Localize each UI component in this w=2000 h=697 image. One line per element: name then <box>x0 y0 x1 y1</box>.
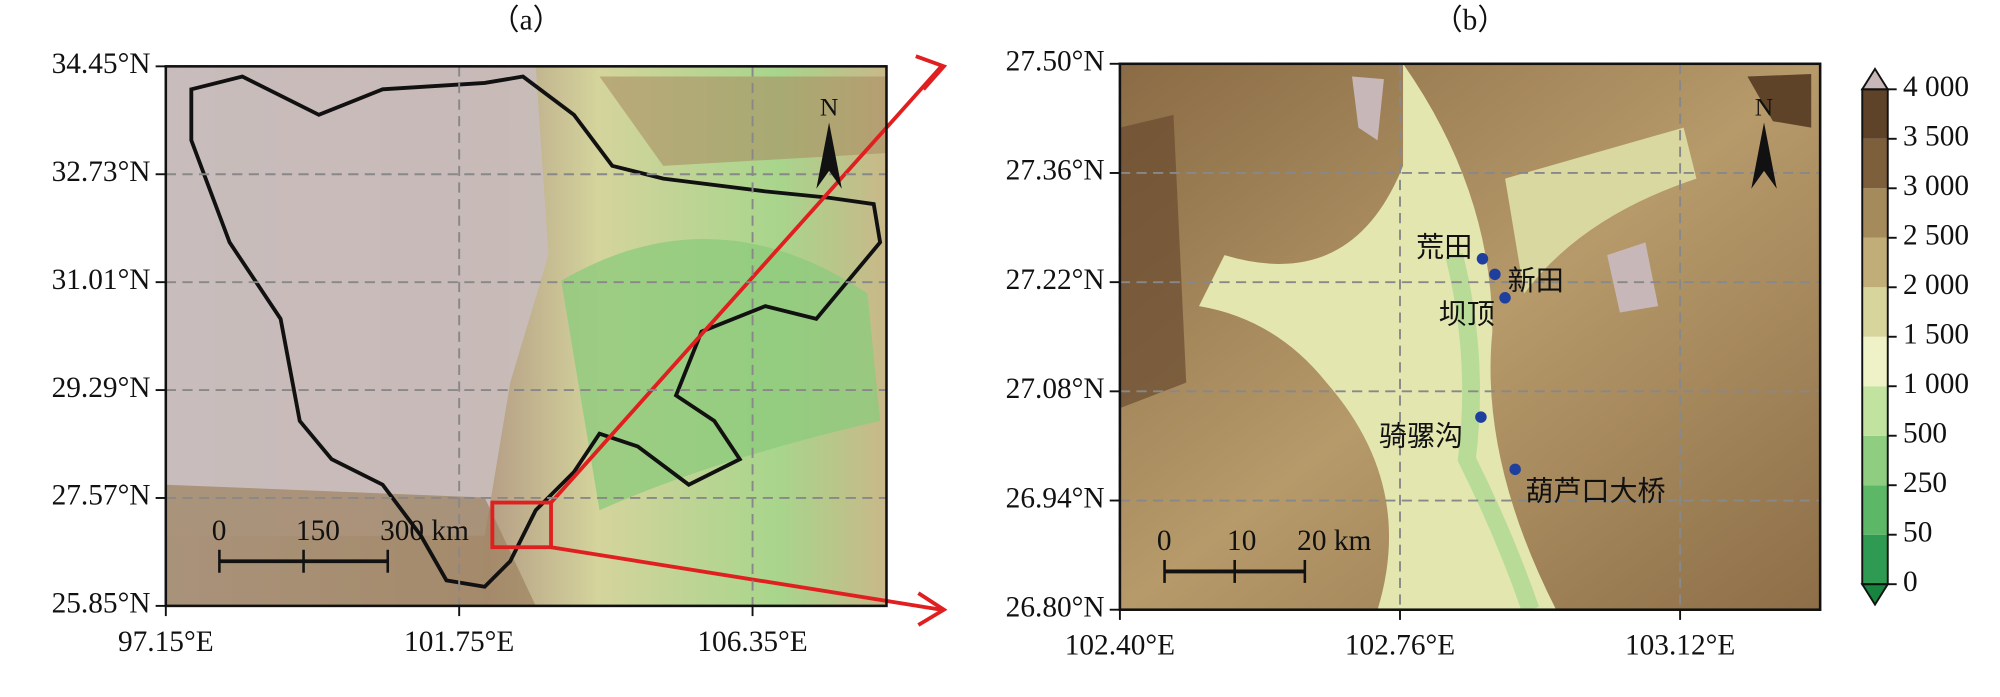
north-arrow <box>816 122 842 189</box>
panel-title: （b） <box>1433 5 1506 37</box>
colorbar-label: 2 500 <box>1903 220 1969 252</box>
station <box>1489 268 1501 281</box>
colorbar-band <box>1862 89 1888 139</box>
scale-bar-label: 10 <box>1227 525 1256 557</box>
arrow-head <box>917 591 948 627</box>
map-frame <box>1118 62 1822 611</box>
x-tick-label: 103.12°E <box>1625 630 1735 662</box>
y-tick-label: 26.94°N <box>1006 482 1105 514</box>
colorbar-label: 3 500 <box>1903 121 1969 153</box>
station-label: 新田 <box>1508 264 1564 297</box>
colorbar-label: 4 000 <box>1903 71 1969 103</box>
x-tick-label: 102.40°E <box>1065 630 1175 662</box>
colorbar-band <box>1862 534 1888 585</box>
panel-title: （a） <box>490 5 562 37</box>
y-tick-label: 32.73°N <box>52 156 151 188</box>
colorbar-label: 2 000 <box>1903 269 1969 301</box>
colorbar-band <box>1862 138 1888 189</box>
scale-bar-label: 0 <box>1157 525 1172 557</box>
colorbar-band <box>1862 188 1888 238</box>
x-tick-label: 106.35°E <box>697 626 807 658</box>
y-tick-label: 27.57°N <box>52 480 151 512</box>
scale-bar-label: 20 km <box>1297 525 1371 557</box>
y-tick-label: 27.22°N <box>1006 264 1105 296</box>
north-arrow <box>1751 122 1777 189</box>
colorbar-label: 250 <box>1903 467 1947 499</box>
y-tick-label: 34.45°N <box>52 48 151 80</box>
colorbar-label: 50 <box>1903 516 1932 548</box>
station <box>1499 292 1511 304</box>
station-label: 葫芦口大桥 <box>1525 474 1665 507</box>
y-tick-label: 27.50°N <box>1006 46 1105 78</box>
x-tick-label: 102.76°E <box>1345 630 1455 662</box>
station <box>1509 463 1521 476</box>
y-tick-label: 27.36°N <box>1006 155 1105 187</box>
north-label: N <box>1755 93 1773 122</box>
colorbar-label: 1 500 <box>1903 318 1969 350</box>
colorbar-band <box>1862 386 1888 436</box>
colorbar-band <box>1862 485 1888 535</box>
colorbar-band <box>1862 237 1888 288</box>
north-label: N <box>820 93 838 122</box>
y-tick-label: 26.80°N <box>1006 591 1105 623</box>
map-frame <box>164 65 888 608</box>
y-tick-label: 25.85°N <box>52 588 151 620</box>
zoom-arrow <box>550 545 942 612</box>
colorbar-band <box>1862 336 1888 387</box>
colorbar-band <box>1862 435 1888 486</box>
y-tick-label: 31.01°N <box>52 264 151 296</box>
colorbar-under <box>1860 583 1890 607</box>
station-label: 骑骡沟 <box>1379 419 1463 452</box>
colorbar-band <box>1862 287 1888 337</box>
station <box>1475 411 1487 423</box>
zoom-box <box>490 500 553 550</box>
station <box>1476 253 1489 265</box>
station-label: 坝顶 <box>1439 298 1495 331</box>
colorbar-label: 1 000 <box>1903 368 1969 400</box>
station-label: 荒田 <box>1416 231 1472 264</box>
y-tick-label: 27.08°N <box>1006 373 1105 405</box>
scale-bar-label: 300 km <box>380 515 469 547</box>
colorbar-label: 500 <box>1903 417 1947 449</box>
terrain-b <box>1119 63 1821 610</box>
terrain-a <box>165 66 887 606</box>
scale-bar-label: 150 <box>296 515 340 547</box>
zoom-arrow <box>549 65 943 504</box>
x-tick-label: 97.15°E <box>118 626 214 658</box>
colorbar-label: 0 <box>1903 566 1918 598</box>
colorbar-over <box>1860 67 1890 91</box>
colorbar-label: 3 000 <box>1903 170 1969 202</box>
y-tick-label: 29.29°N <box>52 372 151 404</box>
scale-bar-label: 0 <box>212 515 227 547</box>
x-tick-label: 101.75°E <box>404 626 514 658</box>
arrow-head <box>915 54 948 91</box>
